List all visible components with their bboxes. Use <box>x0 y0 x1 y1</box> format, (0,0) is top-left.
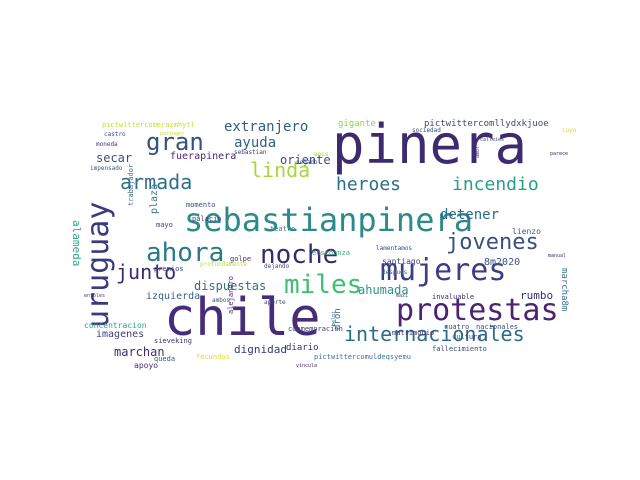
word-cloud-word: despues <box>382 269 408 276</box>
word-cloud-word: ayuda <box>234 135 277 151</box>
word-cloud-word: momento <box>186 201 216 209</box>
word-cloud-word: amor <box>475 145 481 158</box>
word-cloud-word: cuyo <box>562 127 577 134</box>
word-cloud-word: vincula <box>296 363 318 369</box>
word-cloud-word: fallecimiento <box>432 345 487 353</box>
word-cloud-word: extranjero <box>224 119 309 135</box>
word-cloud-word: paringer <box>160 131 185 137</box>
word-cloud-word: gigante <box>338 119 376 129</box>
word-cloud-word: secar <box>96 151 133 165</box>
word-cloud-word: belgi <box>331 310 337 326</box>
word-cloud-word: queda <box>154 355 176 363</box>
word-cloud-word: diario <box>286 343 319 353</box>
word-cloud-word: sebastianpinera <box>184 201 473 239</box>
word-cloud-word: izquierda <box>146 291 201 302</box>
word-cloud-word: marchan <box>114 345 165 359</box>
word-cloud-word: ahora <box>146 238 225 268</box>
word-cloud-word: chile <box>164 288 321 348</box>
word-cloud-word: junto <box>116 260 177 284</box>
word-cloud-word: imagenes <box>96 329 145 340</box>
word-cloud-word: pictwittercomerazmhytl <box>102 121 195 129</box>
word-cloud-word: alameda <box>70 220 83 267</box>
word-cloud-word: fuerapinera <box>170 151 237 162</box>
word-cloud-word: apoyo <box>134 361 159 370</box>
word-cloud-word: fecundos <box>196 353 230 361</box>
word-cloud-word: plaza <box>149 183 160 214</box>
word-cloud-word: sebastian <box>234 149 267 156</box>
word-cloud-word: lienzo <box>512 227 541 236</box>
word-cloud-word: castro <box>104 131 126 138</box>
word-cloud-word: linda <box>250 158 311 182</box>
word-cloud-word: heroes <box>336 174 402 195</box>
word-cloud-word: miles <box>284 270 363 300</box>
word-cloud-word: trabajador <box>127 163 135 206</box>
word-cloud-word: santiago <box>382 257 421 266</box>
word-cloud-word: ambos <box>212 297 231 304</box>
word-cloud-word: dejando <box>264 263 290 270</box>
word-cloud-word: enfoles <box>84 293 106 299</box>
word-cloud-word: rumbo <box>520 289 554 302</box>
word-cloud-word: jovenes <box>446 230 539 255</box>
word-cloud-word: pictwittercomllydxkjuoe <box>424 119 549 129</box>
word-cloud-word: sieveking <box>154 337 192 345</box>
word-cloud-word: dispuestas <box>194 279 267 293</box>
word-cloud-word: pinera <box>332 113 528 176</box>
word-cloud-word: mujeres <box>380 253 507 288</box>
word-cloud-word: dignidad <box>234 343 287 356</box>
word-cloud-word: nacionales <box>476 323 519 331</box>
word-cloud-word: lamentamos <box>376 245 413 252</box>
word-cloud-word: matrimonio <box>392 329 435 337</box>
word-cloud-word: concentracion <box>84 321 147 330</box>
word-cloud-word: noche <box>260 240 339 270</box>
word-cloud-word: teatro <box>270 225 296 233</box>
word-cloud-word: anos <box>314 151 329 158</box>
word-cloud-word: profundamente <box>200 261 247 268</box>
word-cloud-word: gran <box>146 128 204 156</box>
word-cloud-word: mazi <box>396 293 409 299</box>
word-cloud-word: internacionales <box>344 322 525 346</box>
word-cloud: pinera chile sebastianpinera uruguay pro… <box>70 113 578 370</box>
word-cloud-word: alejandro <box>227 276 235 314</box>
word-cloud-word: mayo <box>156 221 173 229</box>
word-cloud-word: calleies <box>480 137 505 143</box>
word-cloud-word: marcha8m <box>559 268 569 312</box>
word-cloud-word: aporte <box>264 299 286 306</box>
word-cloud-word: golpe <box>230 255 252 263</box>
word-cloud-word: parece <box>550 151 569 157</box>
word-cloud-word: segado <box>296 159 318 166</box>
word-cloud-word: incendio <box>452 174 539 195</box>
word-cloud-word: invaluable <box>432 293 475 301</box>
word-cloud-word: manual <box>548 253 567 259</box>
word-cloud-word: armada <box>120 170 193 194</box>
word-cloud-word: conmemoracion <box>288 325 343 333</box>
word-cloud-word: ahumada <box>358 283 409 297</box>
word-cloud-word: pictwittercomuldeqsyemu <box>314 353 411 361</box>
word-cloud-word: cultura <box>452 333 482 341</box>
word-cloud-word: premios <box>154 265 184 273</box>
word-cloud-word: 8m2020 <box>484 257 521 268</box>
word-cloud-word: protestas <box>396 293 559 328</box>
word-cloud-word: moneda <box>96 141 118 148</box>
word-cloud-word: oriente <box>280 153 331 167</box>
word-cloud-word: detener <box>440 207 500 223</box>
word-cloud-word: uruguay <box>81 201 116 328</box>
word-cloud-word: enseñanza <box>312 249 350 257</box>
word-cloud-word: palacio <box>192 215 222 223</box>
word-cloud-word: cuatro <box>444 323 470 331</box>
word-cloud-word: impensado <box>90 165 123 172</box>
word-cloud-word: sociedad <box>412 127 441 134</box>
